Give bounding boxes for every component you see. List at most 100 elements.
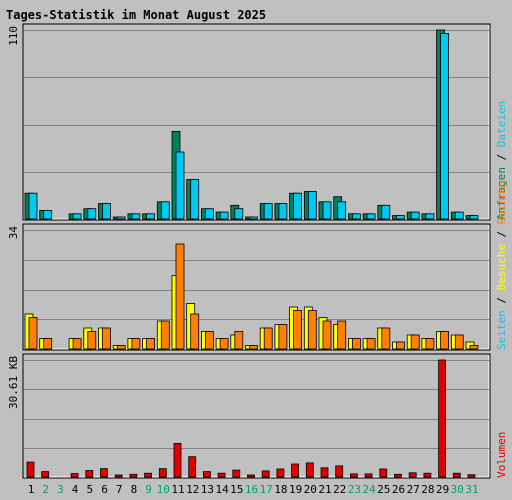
x-tick-label: 13 (201, 483, 214, 496)
bar-rechner (425, 338, 435, 350)
bar-volumen (452, 472, 461, 478)
bar-volumen (438, 359, 447, 478)
panel-frame (22, 353, 491, 479)
bar-dateien (381, 204, 391, 220)
legend-separator: / (495, 147, 508, 167)
panel-max-label: 34 (7, 226, 20, 240)
x-tick-label: 10 (157, 483, 170, 496)
bar-dateien (249, 216, 258, 220)
bar-rechner (102, 327, 111, 350)
bar-dateien (366, 213, 376, 220)
bar-volumen (335, 465, 344, 478)
bar-rechner (219, 338, 229, 350)
bar-volumen (100, 468, 108, 478)
bar-volumen (41, 471, 50, 478)
bar-rechner (131, 338, 141, 350)
panel-frame (22, 23, 491, 221)
x-axis-day-labels: 1 2 3 4 5 6 7 8 9 10 11 12 13 14 15 16 17 18 19 20 21 22 23 24 2… (28, 483, 479, 496)
x-tick-label: 29 (436, 483, 449, 496)
bar-dateien (396, 215, 405, 220)
chart-panels: 110 34 30.61 KB (7, 23, 491, 479)
x-tick-label: 3 (57, 483, 64, 496)
chart-title: Tages-Statistik im Monat August 2025 (6, 8, 266, 22)
x-tick-label: 31 (465, 483, 478, 496)
bar-dateien (72, 213, 82, 220)
x-tick-label: 6 (101, 483, 108, 496)
bar-dateien (263, 203, 273, 220)
bar-dateien (410, 211, 420, 220)
bar-volumen (305, 462, 314, 478)
x-tick-label: 8 (131, 483, 138, 496)
bar-rechner (160, 320, 170, 350)
bar-volumen (129, 473, 138, 478)
panel-max-label: 110 (7, 26, 20, 46)
x-tick-label: 19 (289, 483, 302, 496)
bar-volumen (291, 463, 300, 478)
bar-dateien (234, 208, 244, 220)
legend-entry-anfragen: Anfragen (495, 167, 508, 220)
x-tick-label: 4 (72, 483, 79, 496)
bar-dateien (425, 213, 435, 220)
legend-entry-volumen: Volumen (495, 432, 508, 478)
bar-dateien (351, 213, 361, 220)
bar-rechner (469, 345, 479, 350)
bar-dateien (293, 192, 303, 220)
bar-volumen (349, 473, 358, 478)
bar-dateien (87, 208, 97, 220)
x-tick-label: 26 (392, 483, 405, 496)
legend-separator: / (495, 290, 508, 310)
x-tick-label: 12 (186, 483, 199, 496)
legend-visits: Seiten / Besuche / Rechner (495, 177, 508, 350)
bar-rechner (454, 334, 464, 350)
x-tick-label: 17 (260, 483, 273, 496)
bar-dateien (43, 209, 53, 220)
bar-volumen (188, 456, 197, 478)
x-tick-label: 30 (451, 483, 464, 496)
bar-dateien (440, 33, 450, 220)
x-tick-label: 7 (116, 483, 123, 496)
bar-volumen (467, 474, 476, 478)
bar-dateien (190, 179, 200, 220)
x-tick-label: 20 (304, 483, 317, 496)
bar-volumen (232, 469, 241, 478)
bar-volumen (261, 470, 270, 478)
panel-hits: 110 (7, 23, 491, 221)
bar-dateien (454, 211, 464, 220)
legend-separator: / (495, 224, 508, 244)
bar-rechner (366, 338, 376, 350)
bar-rechner (278, 324, 288, 350)
x-tick-label: 9 (145, 483, 152, 496)
bar-volumen (217, 472, 226, 478)
bar-dateien (469, 215, 479, 220)
bar-rechner (293, 310, 303, 350)
bar-volumen (114, 474, 123, 478)
x-tick-label: 2 (42, 483, 49, 496)
x-tick-label: 5 (86, 483, 93, 496)
bar-volumen (276, 468, 285, 478)
bar-dateien (146, 213, 156, 220)
bar-rechner (440, 331, 450, 350)
legend-hits: Anfragen / Dateien (495, 101, 508, 220)
bar-rechner (307, 310, 317, 350)
bar-volumen (247, 474, 255, 478)
bar-dateien (337, 201, 347, 220)
bar-dateien (131, 213, 141, 220)
panel-volume: 30.61 KB (7, 353, 491, 479)
bar-dateien (116, 216, 126, 220)
bar-rechner (87, 331, 97, 350)
bar-volumen (394, 473, 402, 478)
bar-rechner (249, 345, 258, 350)
bar-rechner (116, 345, 126, 350)
bar-rechner (234, 331, 244, 350)
x-tick-label: 22 (333, 483, 346, 496)
bar-dateien (175, 151, 185, 220)
bar-volumen (202, 471, 211, 478)
bar-volumen (423, 472, 432, 478)
bar-rechner (204, 331, 214, 350)
bar-dateien (160, 201, 170, 220)
bar-rechner (146, 338, 156, 350)
bar-rechner (396, 341, 405, 350)
bar-rechner (381, 327, 391, 350)
